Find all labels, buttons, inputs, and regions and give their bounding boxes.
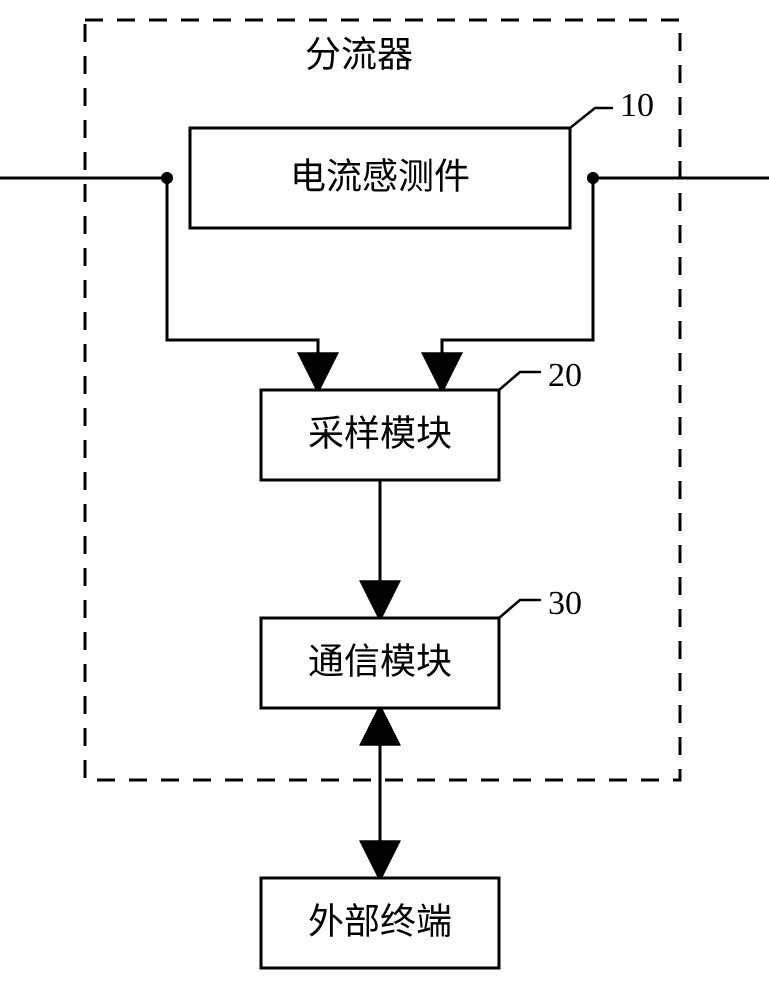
ref-number-sensor: 10 [620, 87, 654, 124]
junction-dot-1 [587, 172, 599, 184]
node-label-sensor: 电流感测件 [290, 156, 470, 196]
diagram-title: 分流器 [305, 34, 413, 74]
junction-dot-0 [161, 172, 173, 184]
ref-leader-sensor [570, 108, 612, 128]
node-label-comm: 通信模块 [308, 641, 452, 681]
ref-number-sampling: 20 [548, 357, 582, 394]
ref-number-comm: 30 [548, 585, 582, 622]
ref-leader-sampling [499, 372, 540, 390]
ref-leader-comm [499, 600, 540, 618]
diagram-canvas: 分流器电流感测件 10 采样模块 20 通信模块 30 外部终端 [0, 0, 769, 1000]
node-label-sampling: 采样模块 [308, 413, 452, 453]
node-label-external: 外部终端 [308, 901, 452, 941]
